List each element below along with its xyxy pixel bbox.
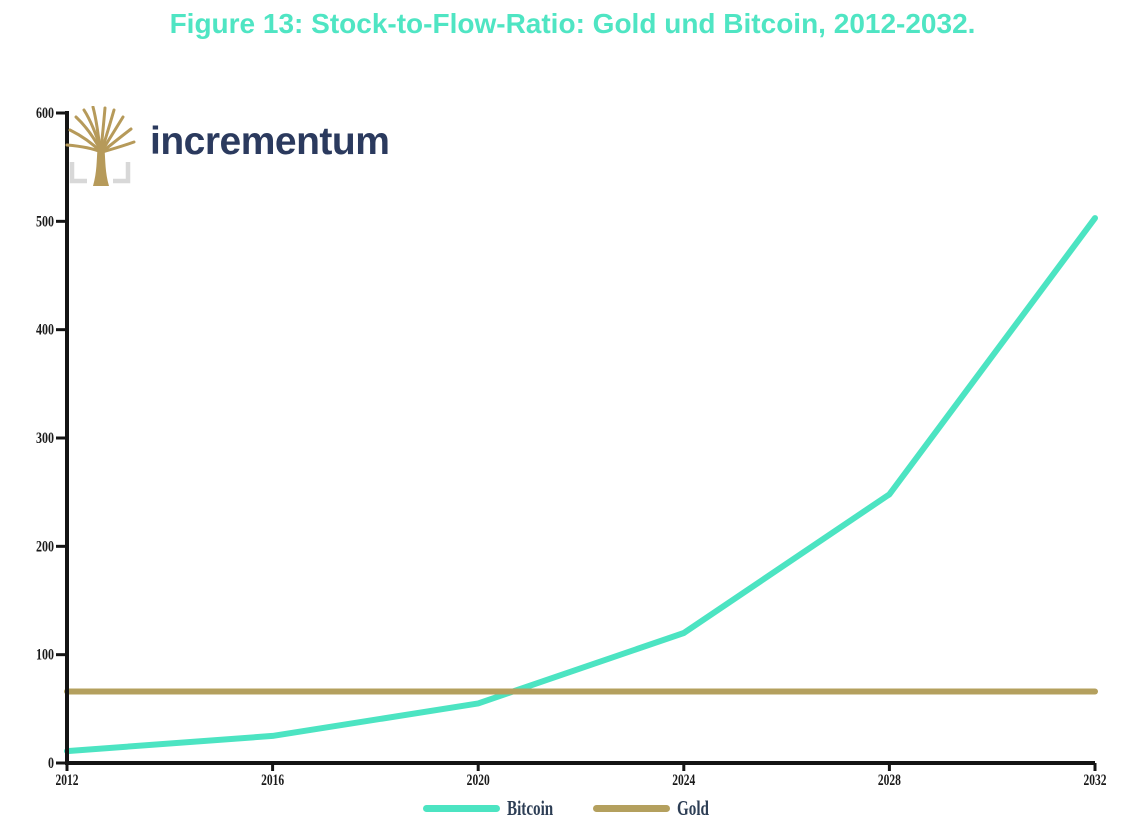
x-tick-label: 2016 bbox=[261, 772, 284, 789]
bitcoin-line-swatch bbox=[423, 805, 501, 812]
y-tick-label: 100 bbox=[36, 646, 54, 664]
legend-item-bitcoin: Bitcoin bbox=[423, 796, 571, 821]
legend: Bitcoin Gold bbox=[0, 796, 1145, 821]
logo-wordmark: incrementum bbox=[150, 120, 390, 163]
y-tick-label: 200 bbox=[36, 538, 54, 556]
chart-title: Figure 13: Stock-to-Flow-Ratio: Gold und… bbox=[169, 8, 976, 39]
logo bbox=[60, 106, 140, 186]
x-tick-label: 2024 bbox=[672, 772, 695, 789]
x-tick-label: 2012 bbox=[55, 772, 78, 789]
y-tick-label: 600 bbox=[36, 104, 54, 122]
bracket-left bbox=[69, 162, 87, 184]
axis-labels-group: 0 100 200 300 400 500 600 2012 2016 2020 2024 2028 2… bbox=[36, 104, 1107, 789]
series-group bbox=[64, 215, 1098, 755]
incrementum-tree-icon bbox=[65, 106, 136, 186]
tree-branches bbox=[65, 106, 136, 154]
x-tick-label: 2032 bbox=[1083, 772, 1106, 789]
gold-line-swatch bbox=[593, 805, 671, 812]
series-line-bitcoin bbox=[64, 215, 1098, 755]
legend-item-gold: Gold bbox=[593, 796, 721, 821]
y-tick-label: 0 bbox=[48, 754, 54, 772]
tree-trunk bbox=[93, 149, 109, 186]
y-tick-label: 300 bbox=[36, 429, 54, 447]
y-tick-label: 500 bbox=[36, 213, 54, 231]
bracket-right bbox=[113, 162, 131, 184]
legend-label-gold: Gold bbox=[677, 796, 710, 820]
axes-group bbox=[56, 111, 1097, 771]
legend-label-bitcoin: Bitcoin bbox=[507, 796, 554, 820]
y-tick-label: 400 bbox=[36, 321, 54, 339]
x-tick-label: 2028 bbox=[878, 772, 901, 789]
x-tick-label: 2020 bbox=[467, 772, 490, 789]
